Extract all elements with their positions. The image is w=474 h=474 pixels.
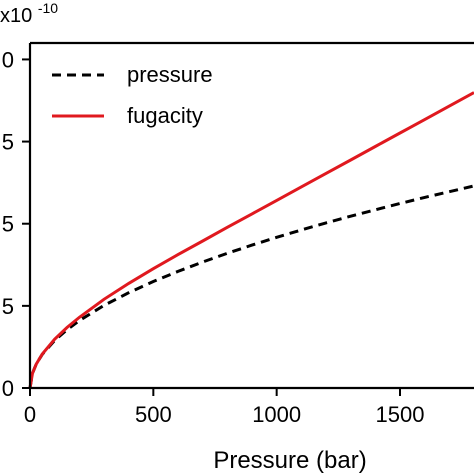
legend-label-pressure: pressure <box>127 62 213 87</box>
y-tick-label: 5 <box>2 130 14 155</box>
y-multiplier-base: x10 <box>0 5 32 27</box>
series-line-fugacity <box>28 91 474 389</box>
y-tick-label: 5 <box>2 294 14 319</box>
ticks-layer: 0 500 1000 1500 0 5 5 5 0 <box>2 47 425 427</box>
x-tick-label: 0 <box>24 402 36 427</box>
y-multiplier: x10 -10 <box>0 0 58 27</box>
series-layer <box>28 91 474 389</box>
legend: pressure fugacity <box>52 62 213 128</box>
x-axis-label: Pressure (bar) <box>213 447 366 474</box>
series-line-pressure <box>28 184 474 389</box>
x-tick-label: 500 <box>135 402 172 427</box>
x-tick-label: 1500 <box>376 402 425 427</box>
x-tick-label: 1000 <box>252 402 301 427</box>
y-tick-label: 5 <box>2 212 14 237</box>
y-tick-label: 0 <box>2 376 14 401</box>
svg-text:x10 -10: x10 -10 <box>0 0 58 27</box>
legend-label-fugacity: fugacity <box>127 103 203 128</box>
y-multiplier-exponent: -10 <box>38 0 58 16</box>
y-tick-label: 0 <box>2 47 14 72</box>
